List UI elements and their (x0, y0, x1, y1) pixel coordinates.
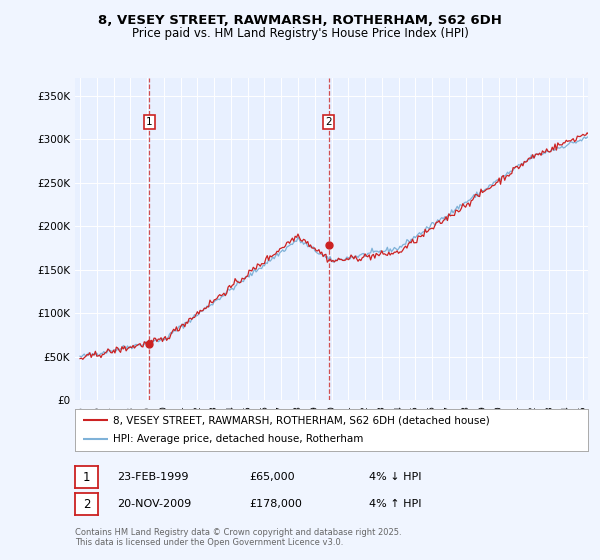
Text: Price paid vs. HM Land Registry's House Price Index (HPI): Price paid vs. HM Land Registry's House … (131, 27, 469, 40)
Text: 4% ↑ HPI: 4% ↑ HPI (369, 499, 421, 509)
Text: 23-FEB-1999: 23-FEB-1999 (117, 472, 188, 482)
Text: 8, VESEY STREET, RAWMARSH, ROTHERHAM, S62 6DH (detached house): 8, VESEY STREET, RAWMARSH, ROTHERHAM, S6… (113, 415, 490, 425)
Text: £65,000: £65,000 (249, 472, 295, 482)
Text: 4% ↓ HPI: 4% ↓ HPI (369, 472, 421, 482)
Text: Contains HM Land Registry data © Crown copyright and database right 2025.
This d: Contains HM Land Registry data © Crown c… (75, 528, 401, 547)
Text: 1: 1 (83, 470, 90, 484)
Text: 2: 2 (83, 497, 90, 511)
Text: 2: 2 (325, 117, 332, 127)
Text: 8, VESEY STREET, RAWMARSH, ROTHERHAM, S62 6DH: 8, VESEY STREET, RAWMARSH, ROTHERHAM, S6… (98, 14, 502, 27)
Text: 20-NOV-2009: 20-NOV-2009 (117, 499, 191, 509)
Text: HPI: Average price, detached house, Rotherham: HPI: Average price, detached house, Roth… (113, 435, 364, 445)
Text: £178,000: £178,000 (249, 499, 302, 509)
Text: 1: 1 (146, 117, 152, 127)
